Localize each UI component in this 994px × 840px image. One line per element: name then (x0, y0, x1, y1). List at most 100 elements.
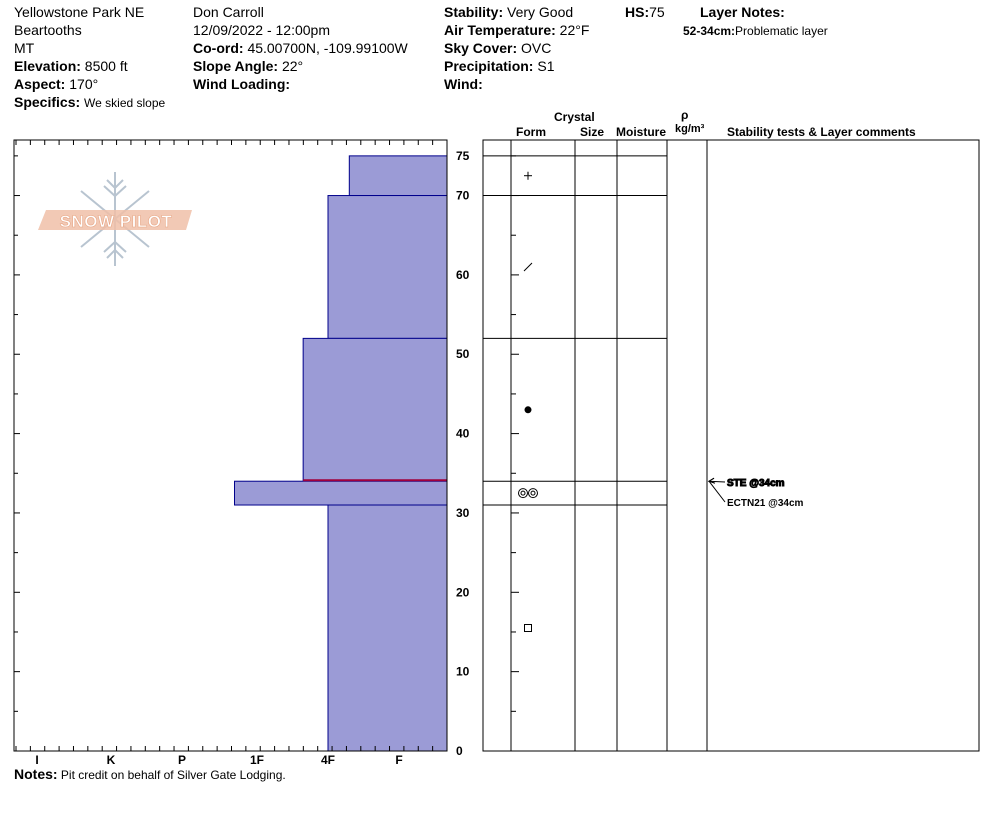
precipitation: Precipitation: S1 (444, 57, 554, 75)
grain-ring (520, 490, 526, 496)
logo-text: SNOW PILOT (60, 212, 173, 231)
depth-label-70: 70 (456, 189, 470, 203)
hardness-label-I: I (35, 753, 38, 767)
grain-faceted-crystals-icon (524, 624, 532, 633)
elevation: Elevation: 8500 ft (14, 57, 128, 75)
stability-value: Very Good (507, 4, 574, 20)
sky-cover: Sky Cover: OVC (444, 39, 551, 57)
grain-precipitation-particles-icon (524, 171, 532, 180)
slope-label: Slope Angle: (193, 58, 279, 74)
aspect: Aspect: 170° (14, 75, 98, 93)
layer-note-range: 52-34cm: (683, 24, 736, 38)
grain-decomposing-fragments-icon (523, 262, 533, 272)
left-ticks (14, 140, 434, 751)
subregion: Beartooths (14, 22, 82, 38)
density-unit-header: kg/m³ (675, 123, 705, 135)
hardness-layer-2 (302, 337, 448, 482)
aspect-label: Aspect: (14, 76, 66, 92)
precip-value: S1 (537, 58, 555, 74)
sky-value: OVC (521, 40, 552, 56)
grain-symbols (518, 171, 538, 633)
test-leader (708, 480, 726, 483)
hardness-label-K: K (107, 753, 116, 767)
air-temperature: Air Temperature: 22°F (444, 21, 589, 39)
notes-text: Pit credit on behalf of Silver Gate Lodg… (60, 768, 286, 782)
coord-value: 45.00700N, -109.99100W (247, 40, 408, 56)
test-arrow-icon (707, 477, 716, 484)
hardness-axis: I K P 1F 4F F (35, 753, 402, 767)
slope-angle: Slope Angle: 22° (193, 57, 303, 75)
depth-label-50: 50 (456, 347, 470, 361)
hs-label: HS: (625, 4, 650, 20)
wind-loading: Wind Loading: (193, 75, 290, 93)
coordinates: Co-ord: 45.00700N, -109.99100W (193, 39, 408, 57)
crystal-grid-columns (510, 140, 708, 751)
test-label-1: ECTN21 @34cm (727, 498, 804, 509)
hardness-label-P: P (178, 753, 186, 767)
stability-tests: STE @34cm ECTN21 @34cm (707, 477, 804, 509)
hardness-label-F: F (395, 753, 402, 767)
test-leader (708, 480, 726, 503)
hardness-label-1F: 1F (250, 753, 264, 767)
aspect-value: 170° (69, 76, 99, 92)
layer-boundaries (483, 155, 667, 506)
hardness-layer-1 (327, 195, 448, 339)
hardness-layer-4 (327, 504, 448, 752)
slope-value: 22° (281, 58, 304, 74)
form-header: Form (516, 125, 546, 139)
state: MT (14, 40, 35, 56)
hardness-layers (234, 155, 448, 752)
stability: Stability: Very Good (444, 3, 573, 21)
hardness-label-4F: 4F (321, 753, 335, 767)
hardness-layer-0 (348, 155, 448, 197)
specifics-label: Specifics: (14, 94, 81, 110)
wind: Wind: (444, 75, 483, 93)
grain-dot (524, 406, 532, 414)
logo-band (38, 210, 192, 230)
depth-label-60: 60 (456, 268, 470, 282)
depth-label-40: 40 (456, 427, 470, 441)
grain-rounded-grains-icon (524, 406, 532, 414)
depth-label-30: 30 (456, 506, 470, 520)
datetime: 12/09/2022 - 12:00pm (193, 22, 330, 38)
grain-surface-hoar-icon (518, 488, 538, 499)
size-header: Size (580, 125, 605, 139)
depth-label-0: 0 (456, 744, 463, 758)
depth-axis: 0 10 20 30 40 50 60 70 75 (456, 149, 470, 758)
snowpilot-logo: SNOW PILOT (38, 172, 192, 266)
notes-label: Notes: (14, 766, 58, 782)
hs-value: 75 (649, 4, 665, 20)
wind-label: Wind: (444, 76, 483, 92)
air-temp-value: 22°F (559, 22, 590, 38)
elevation-label: Elevation: (14, 58, 81, 74)
sky-label: Sky Cover: (444, 40, 518, 56)
rho-header: ρ (681, 108, 689, 122)
depth-label-10: 10 (456, 665, 470, 679)
grid-ticks (511, 155, 519, 712)
comments-header: Stability tests & Layer comments (727, 125, 916, 139)
moisture-header: Moisture (616, 125, 667, 139)
depth-label-20: 20 (456, 585, 470, 599)
hardness-plot-frame (13, 139, 448, 752)
specifics: Specifics: We skied slope (14, 93, 169, 112)
layer-notes-label: Layer Notes: (700, 4, 785, 20)
coord-label: Co-ord: (193, 40, 244, 56)
crystal-header: Crystal (554, 110, 595, 124)
grain-ring (528, 488, 538, 499)
notes: Notes: Pit credit on behalf of Silver Ga… (14, 766, 286, 782)
stability-label: Stability: (444, 4, 504, 20)
observer: Don Carroll (193, 4, 264, 20)
grain-square (524, 624, 532, 633)
layer-note: 52-34cm:Problematic layer (683, 24, 828, 38)
grain-ring (518, 488, 528, 499)
grain-ring (530, 490, 536, 496)
wind-loading-label: Wind Loading: (193, 76, 291, 92)
layer-note-text: Problematic layer (735, 24, 828, 38)
location: Yellowstone Park NE (14, 4, 145, 20)
precip-label: Precipitation: (444, 58, 534, 74)
test-label-0: STE @34cm (727, 478, 785, 489)
grain-stroke (523, 262, 533, 272)
depth-label-75: 75 (456, 149, 470, 163)
elevation-value: 8500 ft (84, 58, 128, 74)
